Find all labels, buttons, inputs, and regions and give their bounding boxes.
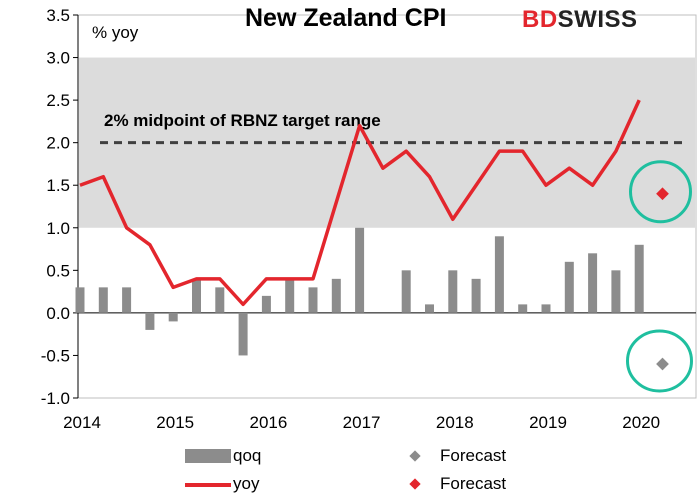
y-tick-label: 3.0 xyxy=(46,49,70,68)
qoq-bar xyxy=(565,262,574,313)
y-tick-label: -1.0 xyxy=(41,389,70,408)
qoq-bar xyxy=(239,313,248,356)
qoq-bar xyxy=(588,253,597,313)
x-tick-label: 2018 xyxy=(436,413,474,432)
qoq-bar xyxy=(542,304,551,313)
y-tick-label: 2.0 xyxy=(46,134,70,153)
qoq-bar xyxy=(285,279,294,313)
qoq-bar xyxy=(355,228,364,313)
qoq-bar xyxy=(99,287,108,313)
midpoint-label: 2% midpoint of RBNZ target range xyxy=(104,111,381,130)
x-tick-label: 2016 xyxy=(249,413,287,432)
qoq-bar xyxy=(425,304,434,313)
qoq-bar xyxy=(518,304,527,313)
qoq-bar xyxy=(192,279,201,313)
legend-qoq-swatch xyxy=(185,449,231,463)
logo-swiss: SWISS xyxy=(558,6,638,33)
y-tick-label: 2.5 xyxy=(46,91,70,110)
cpi-chart: 3.5 3.0 2.5 2.0 1.5 1.0 0.5 0.0 -0.5 -1.0 % yoy 201… xyxy=(0,0,700,500)
chart-title: New Zealand CPI xyxy=(245,4,446,33)
bdswiss-logo: BDSWISS xyxy=(522,6,638,34)
qoq-bar xyxy=(309,287,318,313)
legend-forecast-yoy-label: Forecast xyxy=(440,474,506,494)
x-tick-label: 2014 xyxy=(63,413,101,432)
qoq-bar xyxy=(262,296,271,313)
legend-forecast-qoq-label: Forecast xyxy=(440,446,506,466)
x-tick-label: 2019 xyxy=(529,413,567,432)
y-tick-label: 3.5 xyxy=(46,6,70,25)
x-tick-label: 2017 xyxy=(343,413,381,432)
qoq-bar xyxy=(472,279,481,313)
y-tick-label: 1.5 xyxy=(46,176,70,195)
qoq-bar xyxy=(122,287,131,313)
x-tick-label: 2015 xyxy=(156,413,194,432)
y-tick-label: 1.0 xyxy=(46,219,70,238)
qoq-bar xyxy=(215,287,224,313)
x-tick-label: 2020 xyxy=(622,413,660,432)
logo-bd: BD xyxy=(522,6,558,33)
y-tick-label: 0.0 xyxy=(46,304,70,323)
qoq-bar xyxy=(145,313,154,330)
y-tick-label: 0.5 xyxy=(46,261,70,280)
qoq-bar xyxy=(448,270,457,313)
legend-qoq-label: qoq xyxy=(233,446,261,466)
legend-yoy-swatch xyxy=(185,483,231,487)
qoq-bar xyxy=(76,287,85,313)
qoq-bar xyxy=(635,245,644,313)
legend-yoy-label: yoy xyxy=(233,474,259,494)
qoq-bar xyxy=(169,313,178,322)
qoq-bar xyxy=(402,270,411,313)
qoq-bar xyxy=(332,279,341,313)
qoq-bar xyxy=(611,270,620,313)
qoq-bar xyxy=(495,236,504,313)
y-axis-label: % yoy xyxy=(92,23,139,42)
y-tick-label: -0.5 xyxy=(41,346,70,365)
